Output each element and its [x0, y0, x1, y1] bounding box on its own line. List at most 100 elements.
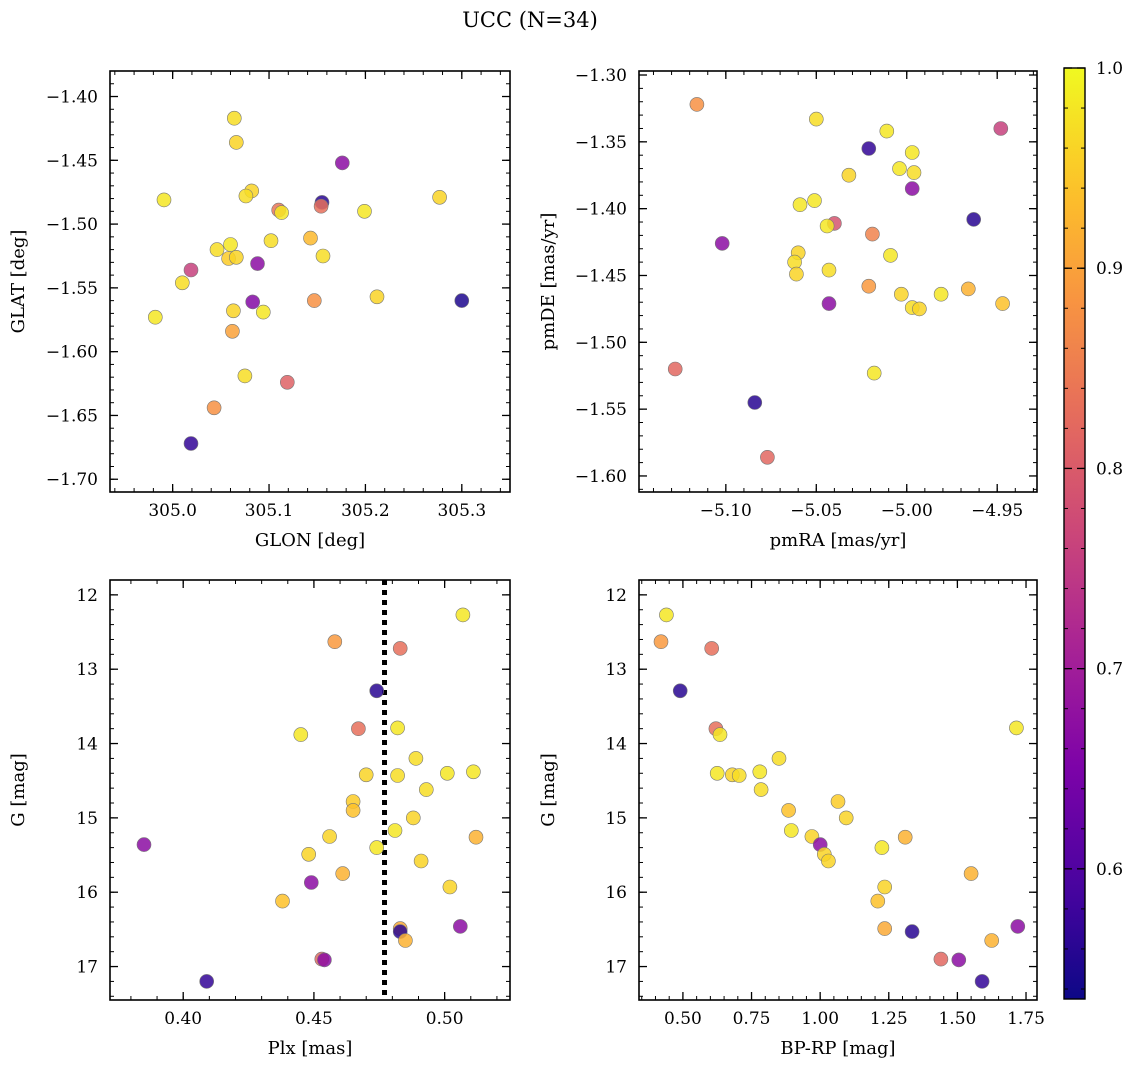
axes-frame	[109, 579, 511, 1001]
colorbar-gradient	[1063, 67, 1086, 1000]
data-point	[209, 242, 225, 257]
data-point	[322, 829, 337, 844]
data-point	[984, 933, 1000, 948]
data-point	[369, 683, 385, 699]
data-point	[933, 286, 949, 302]
data-point	[442, 879, 458, 895]
y-tick-label: −1.35	[575, 133, 627, 153]
data-point	[455, 607, 471, 623]
data-point	[841, 167, 857, 183]
y-tick-label: 15	[76, 809, 98, 829]
data-point	[466, 764, 481, 780]
data-point	[303, 875, 319, 890]
y-tick-label: −1.65	[46, 406, 98, 426]
x-tick-label: 0.50	[426, 1009, 464, 1029]
data-point	[870, 893, 886, 909]
data-point	[874, 840, 890, 855]
data-point	[263, 233, 279, 248]
y-tick-label: −1.55	[46, 279, 98, 299]
data-point	[879, 123, 895, 139]
data-point	[712, 727, 728, 742]
data-point	[960, 281, 976, 297]
data-point	[432, 190, 447, 205]
data-point	[175, 275, 190, 291]
data-point	[771, 751, 787, 766]
data-point	[306, 293, 322, 308]
data-point	[229, 135, 244, 150]
data-point	[752, 764, 768, 780]
data-point	[861, 141, 877, 156]
y-tick-label: −1.55	[575, 400, 627, 420]
x-tick-label: 0.40	[164, 1009, 202, 1029]
data-point	[753, 782, 769, 797]
data-point	[274, 205, 289, 220]
y-tick-label: 12	[76, 586, 98, 606]
data-point	[390, 768, 405, 783]
data-point	[303, 230, 318, 246]
data-point	[892, 161, 907, 176]
panel-bprp-g: 0.50 0.75 1.00 1.25 1.50 1.75 12 13 14 15 16 17 BP-R…	[538, 579, 1045, 1059]
data-point	[1009, 720, 1024, 736]
data-point	[301, 846, 317, 862]
x-tick-label: 1.25	[870, 1009, 908, 1029]
y-tick-label: 16	[605, 883, 627, 903]
data-point	[468, 829, 484, 845]
y-tick-label: −1.30	[575, 66, 627, 86]
data-point	[245, 294, 260, 310]
x-tick-label: 305.1	[245, 501, 294, 521]
plot-area-1: −5.10 −5.05 −5.00 −4.95 −1.30 −1.35 −1.40 −1.45…	[538, 66, 1038, 551]
data-point	[866, 365, 882, 381]
data-point	[313, 198, 329, 214]
panel-pmra-pmde: −5.10 −5.05 −5.00 −4.95 −1.30 −1.35 −1.40 −1.45…	[538, 66, 1038, 551]
data-point	[904, 924, 920, 939]
data-point	[279, 374, 295, 390]
y-tick-label: 15	[605, 809, 627, 829]
y-tick-label: −1.50	[575, 333, 627, 353]
data-point	[206, 400, 222, 416]
figure-title: UCC (N=34)	[462, 8, 598, 32]
data-point	[933, 951, 949, 967]
x-tick-label: 305.0	[148, 501, 197, 521]
data-point	[789, 266, 804, 282]
colorbar-tick-label: 1.0	[1096, 59, 1123, 79]
x-tick-label: 1.75	[1007, 1009, 1045, 1029]
data-point	[398, 933, 413, 948]
data-point	[659, 607, 674, 623]
plot-area-0: 305.0 305.1 305.2 305.3 −1.40 −1.45 −1.50 −1.55…	[8, 70, 511, 551]
data-point	[225, 323, 240, 339]
y-tick-label: 16	[76, 883, 98, 903]
data-point	[709, 765, 725, 781]
data-point	[821, 853, 836, 869]
data-point	[390, 720, 405, 736]
x-tick-label: 0.45	[295, 1009, 333, 1029]
data-point	[345, 803, 361, 818]
data-point	[904, 181, 920, 196]
data-point	[787, 254, 802, 270]
data-point	[830, 794, 846, 809]
y-axis-label: GLAT [deg]	[8, 230, 29, 334]
data-point	[199, 974, 214, 989]
panel-glon-glat: 305.0 305.1 305.2 305.3 −1.40 −1.45 −1.50 −1.55…	[8, 70, 511, 551]
data-point	[454, 293, 470, 308]
data-point	[783, 823, 799, 838]
data-point	[667, 361, 683, 377]
y-tick-label: −1.60	[46, 343, 98, 363]
data-point	[893, 286, 909, 302]
data-point	[226, 303, 241, 319]
y-tick-label: 17	[605, 958, 627, 978]
data-point	[906, 165, 922, 180]
data-point	[689, 97, 705, 112]
data-point	[183, 436, 199, 451]
data-point	[413, 853, 429, 869]
x-tick-label: 0.75	[733, 1009, 771, 1029]
y-axis-label: G [mag]	[8, 753, 29, 826]
y-tick-label: 12	[605, 586, 627, 606]
y-axis-label: G [mag]	[538, 753, 559, 826]
data-point	[392, 641, 408, 656]
y-tick-label: −1.45	[46, 151, 98, 171]
data-point	[452, 919, 468, 934]
data-point	[358, 767, 374, 783]
y-tick-label: −1.60	[575, 467, 627, 487]
x-axis-label: GLON [deg]	[255, 530, 365, 551]
data-point	[227, 110, 242, 126]
